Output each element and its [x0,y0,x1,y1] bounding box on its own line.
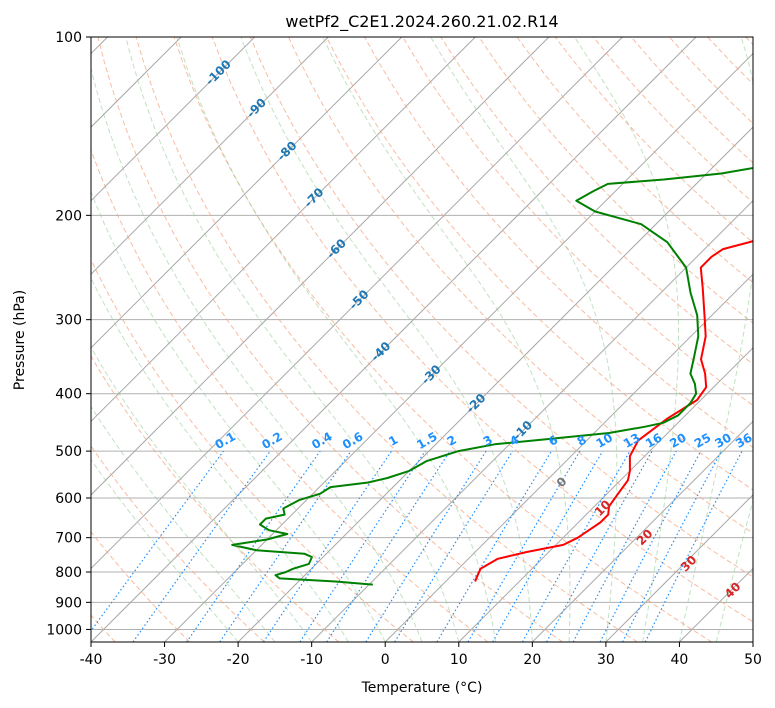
mixing-ratio-line [644,450,743,642]
mixing-ratio-line [326,450,451,642]
isotherm [91,37,623,570]
y-tick-label: 300 [55,313,82,329]
moist-adiabat [125,37,460,642]
x-tick-label: 40 [671,652,689,668]
dry-adiabat [91,355,340,642]
y-axis-ticks: 100 200 300 400 500 600 700 800 900 1000 [46,30,91,638]
dry-adiabat [91,531,191,642]
isotherm [458,347,753,642]
moist-adiabat [91,66,423,642]
moist-adiabat [678,37,753,642]
mixing-ratio-line [91,450,224,632]
dry-adiabat [135,37,638,642]
mixing-ratio-line [219,450,352,642]
x-tick-label: -20 [227,652,250,668]
x-tick-label: -10 [300,652,323,668]
moist-adiabat [322,37,571,642]
moist-adiabat [715,498,753,642]
moist-adiabat [240,37,533,642]
plot-area: -100-90-80-70-60-50-40-30-20-10010203040… [91,37,754,642]
mixing-ratio-line [262,450,392,642]
moist-adiabat [574,37,679,642]
x-tick-label: 10 [450,652,468,668]
y-tick-label: 400 [55,387,82,403]
y-tick-label: 200 [55,208,82,224]
chart-title: wetPf2_C2E1.2024.260.21.02.R14 [285,12,558,32]
moist-adiabat [430,37,618,642]
temperature-line [474,240,753,582]
isotherm [384,273,753,642]
y-tick-label: 1000 [46,622,82,638]
mixing-ratio-lines [91,450,743,642]
profile-series [231,166,753,586]
y-tick-label: 700 [55,531,82,547]
x-tick-label: -40 [80,652,103,668]
mixing-ratio-line [521,450,631,642]
mixing-ratio-line [572,450,677,642]
y-tick-label: 800 [55,565,82,581]
moist-adiabat [176,37,497,642]
mixing-ratio-line [132,450,271,642]
x-tick-label: 50 [744,652,762,668]
y-tick-label: 900 [55,595,82,611]
isotherm [237,126,753,642]
x-tick-label: 0 [381,652,390,668]
y-tick-label: 600 [55,491,82,507]
x-axis-label: Temperature (°C) [361,680,483,696]
dry-adiabat [211,37,753,623]
moist-adiabat [91,346,313,642]
dewpoint-line [231,166,753,586]
isotherm [605,494,753,642]
mixing-ratio-line [299,450,426,642]
mixing-ratio-line [186,450,321,642]
isotherm-lines [91,37,753,642]
x-tick-label: 30 [597,652,615,668]
moist-adiabat [91,190,386,642]
dry-adiabat [91,258,414,642]
isotherm [91,37,256,202]
moist-adiabat [91,405,276,642]
dry-adiabat [173,37,713,642]
isotherm [91,37,476,423]
x-axis-ticks: -40 -30 -20 -10 0 10 20 30 40 50 [80,642,762,668]
dry-adiabat [91,445,265,642]
isotherm [164,52,753,642]
dry-adiabat [97,37,563,642]
x-tick-label: -30 [153,652,176,668]
isotherm [531,420,753,642]
isotherm [91,37,329,275]
y-tick-label: 500 [55,444,82,460]
mixing-ratio-line [394,450,514,642]
mixing-ratio-label: 36 [733,430,754,450]
moist-adiabat [91,458,239,642]
y-axis-label: Pressure (hPa) [12,290,28,390]
mixing-ratio-line [546,450,653,642]
dry-adiabat [91,148,489,642]
y-tick-label: 100 [55,30,82,46]
dry-adiabat [402,37,753,407]
moist-adiabat-lines [91,37,753,642]
isotherm [91,37,550,496]
plot-frame [90,36,754,643]
isotherm [91,37,403,349]
x-tick-label: 20 [523,652,541,668]
moist-adiabat [91,276,349,642]
dry-adiabat [326,37,753,491]
